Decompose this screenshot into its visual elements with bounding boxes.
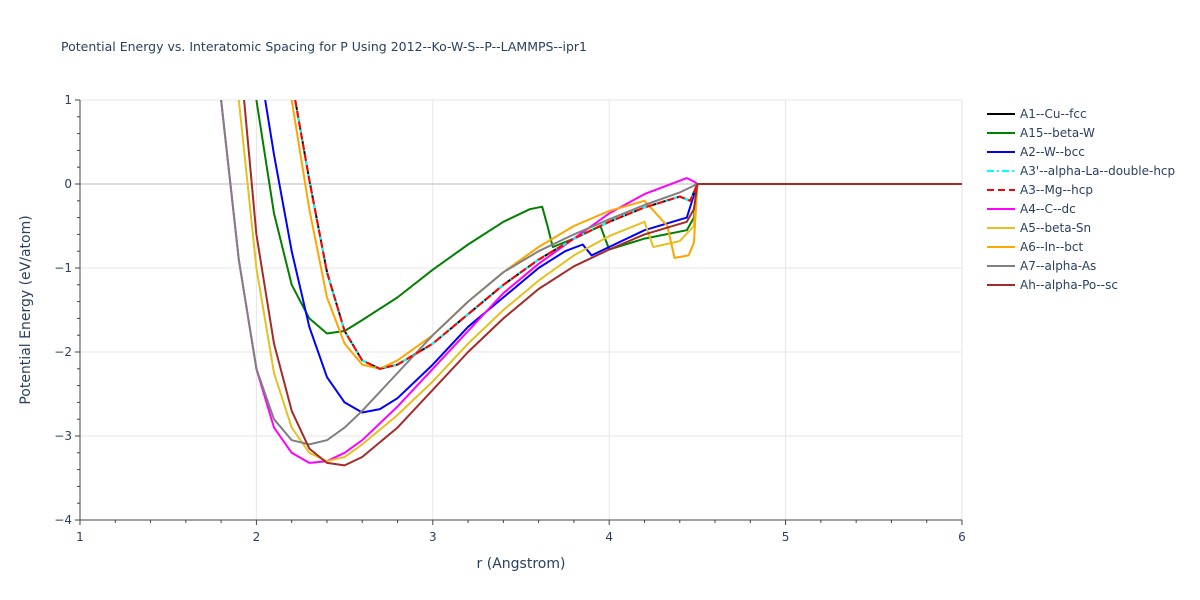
legend-item[interactable]: A7--alpha-As — [1020, 259, 1096, 273]
x-tick-label: 5 — [782, 530, 790, 544]
x-axis-title: r (Angstrom) — [477, 556, 566, 572]
y-tick-label: −2 — [54, 345, 72, 359]
y-axis-title: Potential Energy (eV/atom) — [18, 215, 34, 404]
chart-title: Potential Energy vs. Interatomic Spacing… — [61, 39, 587, 54]
grid — [80, 99, 963, 520]
legend-item[interactable]: A5--beta-Sn — [1020, 221, 1091, 235]
series-line-8 — [220, 100, 698, 446]
series-line-3 — [294, 100, 699, 370]
series-line-5 — [220, 100, 698, 464]
y-tick-label: −4 — [54, 513, 72, 527]
legend-item[interactable]: A2--W--bcc — [1020, 145, 1085, 159]
legend-item[interactable]: A3--Mg--hcp — [1020, 183, 1093, 197]
legend-item[interactable]: A6--In--bct — [1020, 240, 1084, 254]
x-tick-label: 6 — [958, 530, 966, 544]
legend-item[interactable]: A1--Cu--fcc — [1020, 107, 1087, 121]
legend-item[interactable]: A15--beta-W — [1020, 126, 1095, 140]
y-tick-label: −1 — [54, 261, 72, 275]
x-tick-label: 2 — [253, 530, 261, 544]
legend-item[interactable]: A3'--alpha-La--double-hcp — [1020, 164, 1175, 178]
legend: A1--Cu--fcc A15--beta-W A2--W--bcc A3'--alp… — [987, 107, 1175, 292]
series-line-9 — [243, 100, 962, 467]
legend-item[interactable]: Ah--alpha-Po--sc — [1020, 278, 1118, 292]
axes: 1 2 3 4 5 6 −4 −3 −2 −1 0 1 — [54, 93, 966, 544]
legend-item[interactable]: A4--C--dc — [1020, 202, 1076, 216]
series-line-1 — [255, 100, 699, 335]
x-tick-label: 4 — [605, 530, 613, 544]
series-lines — [220, 100, 962, 467]
y-tick-label: −3 — [54, 429, 72, 443]
y-tick-label: 0 — [64, 177, 72, 191]
y-tick-label: 1 — [64, 93, 72, 107]
series-line-6 — [237, 100, 699, 463]
series-line-2 — [264, 100, 699, 414]
x-tick-label: 1 — [76, 530, 84, 544]
x-tick-label: 3 — [429, 530, 437, 544]
